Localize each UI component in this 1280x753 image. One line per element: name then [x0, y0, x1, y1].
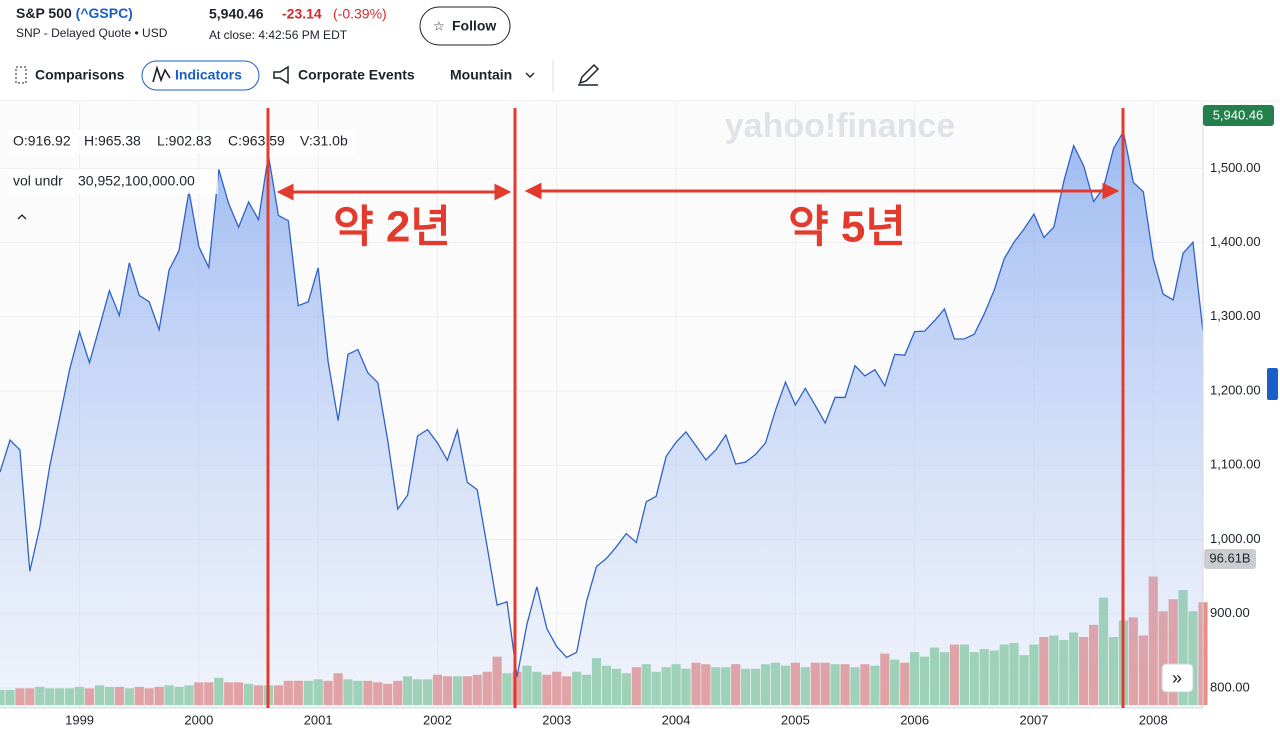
y-tick-label: 800.00 — [1210, 679, 1250, 694]
readout: O:916.92 H:965.38 L:902.83 C:963.59 V:31… — [8, 130, 356, 220]
vol-name: vol undr — [13, 173, 63, 189]
follow-label: Follow — [452, 18, 496, 34]
close-time: At close: 4:42:56 PM EDT — [209, 28, 348, 42]
y-tick-label: 1,400.00 — [1210, 234, 1261, 249]
follow-button[interactable] — [419, 6, 511, 46]
vol-bg — [8, 170, 218, 194]
arrow — [524, 182, 1120, 200]
chart-type[interactable]: Mountain — [450, 67, 512, 83]
follow-star: ☆ — [433, 18, 445, 33]
comparisons[interactable]: Comparisons — [35, 67, 125, 83]
readout-open: O:916.92 — [13, 133, 71, 149]
x-tick-label: 2006 — [900, 712, 929, 727]
readout-low: L:902.83 — [157, 133, 212, 149]
corporate-events[interactable]: Corporate Events — [298, 67, 415, 83]
y-tick-label: 1,200.00 — [1210, 382, 1261, 397]
area-fill — [0, 131, 1203, 709]
x-tick-label: 2004 — [662, 712, 691, 727]
annotation: 약 2년 — [333, 203, 451, 252]
volume-tag-bg — [1204, 549, 1256, 569]
change-pct: (-0.39%) — [333, 6, 387, 22]
collapse-icon[interactable] — [17, 214, 27, 220]
y-tick-label: 900.00 — [1210, 605, 1250, 620]
x-tick-label: 2000 — [184, 712, 213, 727]
indicators-icon — [152, 65, 171, 83]
x-tick-label: 2003 — [542, 712, 571, 727]
readout-volume: V:31.0b — [300, 133, 348, 149]
volume-tag: 96.61B — [1209, 550, 1250, 565]
price-tag-bg — [1203, 105, 1274, 126]
x-tick-label: 1999 — [65, 712, 94, 727]
comparisons-icon — [15, 66, 27, 84]
y-tick-label: 1,000.00 — [1210, 531, 1261, 546]
watermark: yahoo!finance — [725, 107, 955, 145]
price-line — [0, 129, 1204, 677]
x-tick-label: 2005 — [781, 712, 810, 727]
events-icon — [273, 65, 289, 85]
chevron — [525, 72, 535, 78]
annotation: 약 5년 — [788, 203, 906, 252]
arrow — [276, 183, 512, 201]
price-tag: 5,940.46 — [1213, 107, 1264, 122]
y-tick-label: 1,100.00 — [1210, 457, 1261, 472]
readout-bg — [8, 130, 356, 154]
readout-high: H:965.38 — [84, 133, 141, 149]
quote-title: S&P 500 (^GSPC) — [16, 5, 133, 21]
x-tick-label: 2002 — [423, 712, 452, 727]
y-tick-label: 1,300.00 — [1210, 308, 1261, 323]
quote-subtitle: SNP - Delayed Quote • USD — [16, 26, 168, 40]
price: 5,940.46 — [209, 6, 264, 22]
change: -23.14 — [282, 6, 322, 22]
scroll-icon: » — [1172, 668, 1182, 688]
side-tab[interactable] — [1267, 368, 1278, 400]
x-tick-label: 2008 — [1139, 712, 1168, 727]
scroll-button[interactable] — [1161, 663, 1194, 693]
annotations: 약 2년 약 5년 — [266, 108, 1125, 708]
indicators[interactable]: Indicators — [175, 67, 242, 83]
x-tick-label: 2001 — [304, 712, 333, 727]
readout-close: C:963.59 — [228, 133, 285, 149]
x-tick-label: 2007 — [1019, 712, 1048, 727]
draw-icon[interactable] — [578, 63, 600, 86]
plot: 800.00 900.00 1,000.00 1,100.00 1,200.00 1,30… — [0, 103, 1261, 727]
y-tick-label: 1,500.00 — [1210, 160, 1261, 175]
vol-value: 30,952,100,000.00 — [78, 173, 195, 189]
indicators-pill[interactable] — [141, 60, 260, 91]
